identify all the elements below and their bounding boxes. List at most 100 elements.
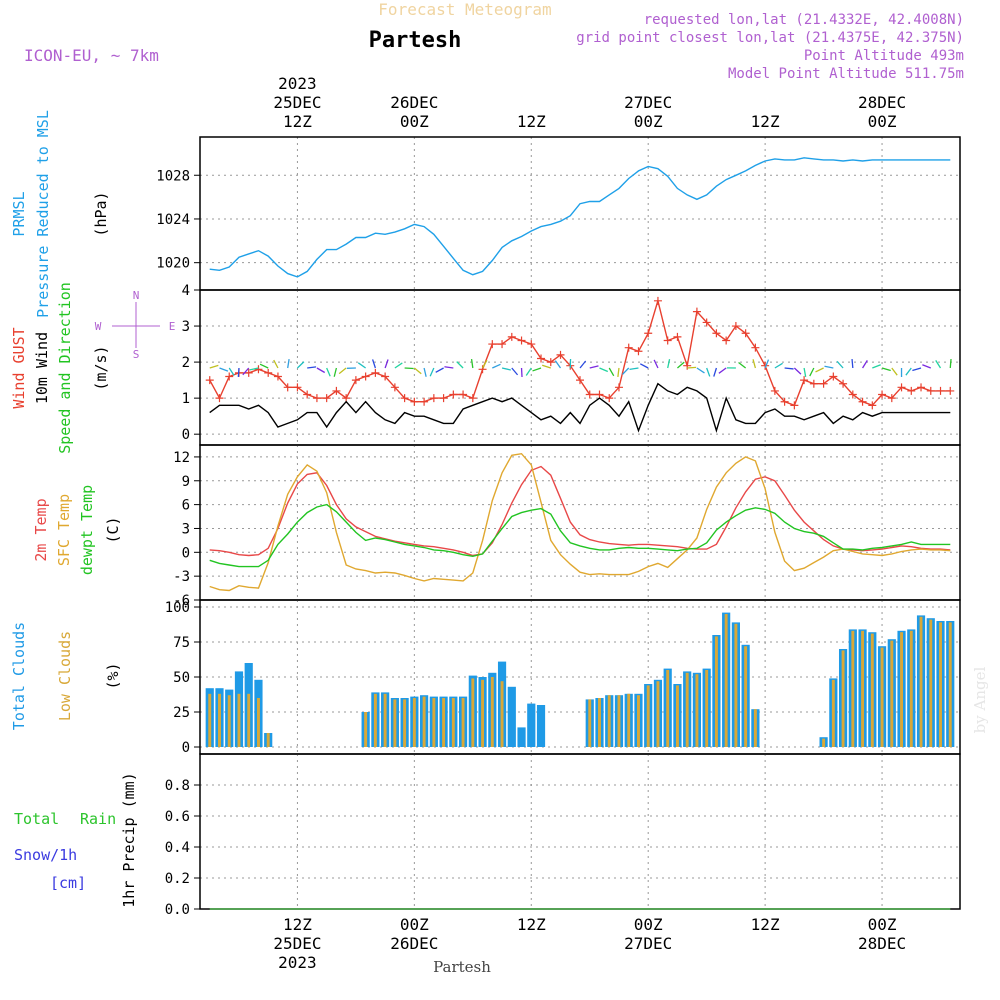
- cloud-bar-low: [373, 693, 377, 747]
- wind-direction-arrow: [784, 367, 794, 370]
- compass-n: N: [133, 289, 140, 302]
- cloud-bar-low: [948, 622, 952, 747]
- gust-marker: [429, 394, 438, 403]
- temp-dewpt-label: dewpt Temp: [78, 485, 96, 575]
- wind-direction-arrow: [809, 367, 815, 377]
- wind-direction-arrow: [935, 360, 942, 369]
- rain-label: Rain: [80, 810, 116, 828]
- cloud-bar-low: [500, 681, 504, 747]
- gust-marker: [527, 340, 536, 349]
- bottom-time-label: 2023: [278, 953, 317, 972]
- top-time-label: 12Z: [751, 112, 780, 131]
- gust-marker: [410, 397, 419, 406]
- cloud-bar-low: [724, 614, 728, 747]
- top-time-label: 26DEC: [390, 93, 438, 112]
- gust-marker: [254, 365, 263, 374]
- wind-direction-arrow: [793, 367, 802, 375]
- info-line-2: grid point closest lon,lat (21.4375E, 42…: [576, 30, 964, 46]
- wind-direction-arrow: [470, 358, 474, 369]
- y-tick-label: 9: [182, 474, 190, 490]
- y-tick-label: 1028: [156, 168, 190, 184]
- temp-labels: 2m Temp SFC Temp dewpt Temp (C): [32, 485, 122, 575]
- gust-marker: [605, 394, 614, 403]
- y-tick-label: 0.6: [165, 809, 190, 825]
- wind-direction-arrow: [228, 367, 235, 376]
- cloud-bar-low: [714, 636, 718, 747]
- gust-marker: [907, 386, 916, 395]
- wind-direction-arrow: [492, 363, 501, 369]
- cloud-bar-low: [929, 619, 933, 747]
- gust-marker: [692, 307, 701, 316]
- cloud-bar-low: [666, 670, 670, 747]
- y-tick-label: 0.8: [165, 778, 190, 794]
- cloud-bar-low: [861, 630, 865, 747]
- wind-direction-arrow: [219, 367, 229, 372]
- wind-10m-label: 10m Wind: [33, 332, 51, 404]
- bottom-time-label: 00Z: [868, 915, 897, 934]
- wind-direction-arrow: [429, 367, 435, 377]
- gust-marker: [809, 379, 818, 388]
- bottom-time-label: 26DEC: [390, 934, 438, 953]
- gust-marker: [751, 343, 760, 352]
- wind-direction-arrow: [706, 367, 711, 377]
- bottom-time-label: 12Z: [517, 915, 546, 934]
- y-tick-label: 100: [165, 600, 190, 616]
- cloud-bar-low: [422, 696, 426, 747]
- gust-marker: [381, 372, 390, 381]
- y-tick-label: 75: [173, 635, 190, 651]
- cloud-bar-low: [266, 733, 270, 747]
- wind-direction-arrow: [326, 367, 331, 377]
- gust-marker: [741, 329, 750, 338]
- cm-label: [cm]: [50, 874, 86, 892]
- wind-direction-arrow: [532, 367, 542, 372]
- wind-direction-arrow: [589, 365, 599, 369]
- wind-direction-arrow: [639, 363, 649, 369]
- gust-marker: [917, 383, 926, 392]
- cloud-bar-total: [536, 705, 546, 747]
- info-line-3: Point Altitude 493m: [804, 48, 964, 64]
- wind-direction-arrow: [774, 362, 783, 369]
- cloud-bar-low: [607, 695, 611, 747]
- wind-direction-arrow: [696, 367, 705, 374]
- gust-marker: [673, 332, 682, 341]
- wind-direction-arrow: [242, 367, 250, 376]
- cloud-bar-low: [734, 623, 738, 747]
- gust-marker: [264, 368, 273, 377]
- wind-direction-arrow: [687, 366, 697, 369]
- cloud-bar-total: [507, 686, 516, 747]
- gust-marker: [614, 383, 623, 392]
- wind-direction-arrow: [738, 361, 747, 369]
- cloud-bar-low: [637, 695, 640, 747]
- wind-direction-arrow: [542, 364, 551, 369]
- wind-direction-arrow: [653, 359, 659, 369]
- panel-frame-temperature: [199, 444, 961, 601]
- wind-direction-arrow: [371, 359, 377, 369]
- gust-marker: [439, 394, 448, 403]
- wind-direction-arrow: [617, 367, 620, 378]
- wind-direction-arrow: [435, 367, 444, 373]
- cloud-bar-total: [527, 703, 536, 747]
- wind-direction-arrow: [273, 359, 279, 369]
- y-tick-label: 1024: [156, 212, 190, 228]
- gust-marker: [205, 376, 214, 385]
- wind-direction-arrow: [259, 363, 269, 369]
- gust-marker: [293, 383, 302, 392]
- gust-marker: [244, 368, 253, 377]
- series-line-2m-temp: [209, 465, 951, 557]
- series-line-dewpt-temp: [209, 503, 951, 568]
- gust-marker: [576, 376, 584, 385]
- wind-direction-arrow: [384, 359, 389, 369]
- y-tick-label: -6: [173, 593, 190, 609]
- wind-direction-arrow: [456, 361, 464, 369]
- cloud-bar-low: [227, 695, 231, 747]
- y-tick-label: 3: [182, 319, 190, 335]
- wind-direction-arrow: [333, 367, 338, 377]
- gust-marker: [887, 394, 896, 403]
- y-tick-label: 2: [182, 355, 190, 371]
- gust-marker: [498, 340, 507, 349]
- gust-marker: [878, 390, 887, 399]
- chart-title: Forecast Meteogram: [378, 0, 551, 19]
- snow-label: Snow/1h: [14, 846, 77, 864]
- wind-unit-label: (m/s): [92, 345, 110, 390]
